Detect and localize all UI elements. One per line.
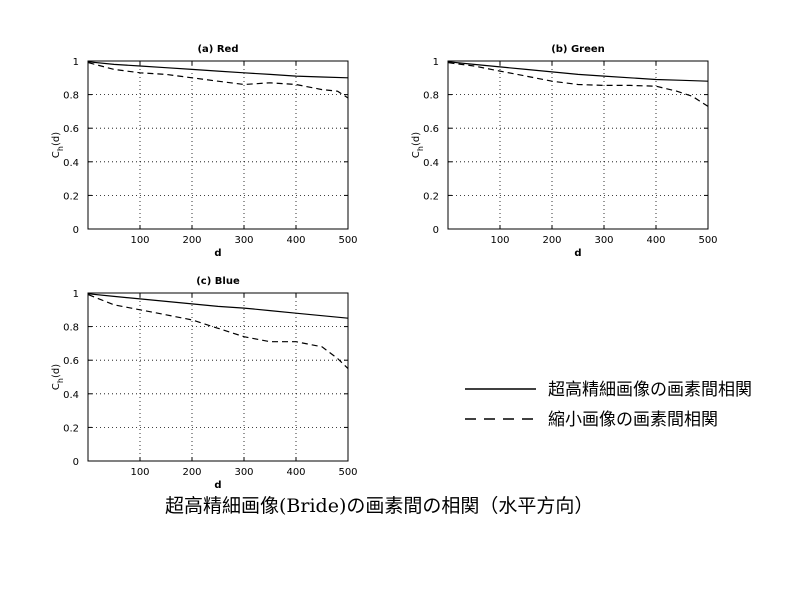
series-line-solid xyxy=(88,293,349,319)
chart-title: (a) Red xyxy=(197,44,238,55)
x-tick-label: 400 xyxy=(286,235,305,246)
series-line-dashed xyxy=(448,62,709,107)
y-tick-label: 0.4 xyxy=(63,158,79,169)
y-axis-label: Ch(d) xyxy=(411,132,425,158)
y-tick-label: 0.2 xyxy=(63,423,79,434)
x-tick-label: 500 xyxy=(698,235,717,246)
y-tick-label: 0.8 xyxy=(423,91,439,102)
figure-caption: 超高精細画像(Bride)の画素間の相関（水平方向） xyxy=(165,495,593,517)
x-axis-label: d xyxy=(574,248,581,259)
x-tick-label: 300 xyxy=(234,467,253,478)
x-tick-label: 300 xyxy=(234,235,253,246)
chart-panel: 100 200 300 400 500 0 0.2 0.4 0.6 0.8 1 (c) Blue d Ch… xyxy=(51,276,358,491)
chart-panel: 100 200 300 400 500 0 0.2 0.4 0.6 0.8 1 (a) Red d Ch(… xyxy=(51,44,358,259)
y-tick-label: 0.2 xyxy=(63,191,79,202)
y-tick-label: 0.4 xyxy=(63,390,79,401)
series-line-solid xyxy=(448,61,709,82)
y-tick-label: 0.4 xyxy=(423,158,439,169)
legend: 超高精細画像の画素間相関 縮小画像の画素間相関 xyxy=(465,380,752,430)
y-tick-label: 0.8 xyxy=(63,91,79,102)
series-line-dashed xyxy=(88,294,349,370)
plot-frame xyxy=(87,292,349,462)
y-axis-label: Ch(d) xyxy=(51,132,65,158)
y-tick-label: 0.6 xyxy=(63,356,79,367)
x-tick-label: 400 xyxy=(646,235,665,246)
y-tick-label: 0.6 xyxy=(63,124,79,135)
x-tick-label: 500 xyxy=(338,467,357,478)
y-tick-label: 0.8 xyxy=(63,323,79,334)
chart-panel: 100 200 300 400 500 0 0.2 0.4 0.6 0.8 1 (b) Green d C… xyxy=(411,44,718,259)
y-tick-label: 1 xyxy=(433,57,439,68)
x-tick-label: 300 xyxy=(594,235,613,246)
series-line-dashed xyxy=(88,62,349,99)
y-tick-label: 0 xyxy=(433,225,439,236)
x-tick-label: 100 xyxy=(490,235,509,246)
x-tick-label: 200 xyxy=(182,467,201,478)
y-tick-label: 1 xyxy=(73,57,79,68)
y-tick-label: 0 xyxy=(73,457,79,468)
y-tick-label: 1 xyxy=(73,289,79,300)
x-axis-label: d xyxy=(214,480,221,491)
series-line-solid xyxy=(88,61,349,79)
x-tick-label: 400 xyxy=(286,467,305,478)
y-tick-label: 0.2 xyxy=(423,191,439,202)
plot-frame xyxy=(447,60,709,230)
legend-label-dashed: 縮小画像の画素間相関 xyxy=(548,410,718,430)
y-tick-label: 0.6 xyxy=(423,124,439,135)
chart-title: (c) Blue xyxy=(196,276,240,287)
plot-frame xyxy=(87,60,349,230)
y-axis-label: Ch(d) xyxy=(51,364,65,390)
chart-title: (b) Green xyxy=(551,44,605,55)
x-axis-label: d xyxy=(214,248,221,259)
y-tick-label: 0 xyxy=(73,225,79,236)
x-tick-label: 100 xyxy=(130,467,149,478)
legend-label-solid: 超高精細画像の画素間相関 xyxy=(548,380,752,400)
x-tick-label: 500 xyxy=(338,235,357,246)
x-tick-label: 200 xyxy=(542,235,561,246)
x-tick-label: 100 xyxy=(130,235,149,246)
x-tick-label: 200 xyxy=(182,235,201,246)
